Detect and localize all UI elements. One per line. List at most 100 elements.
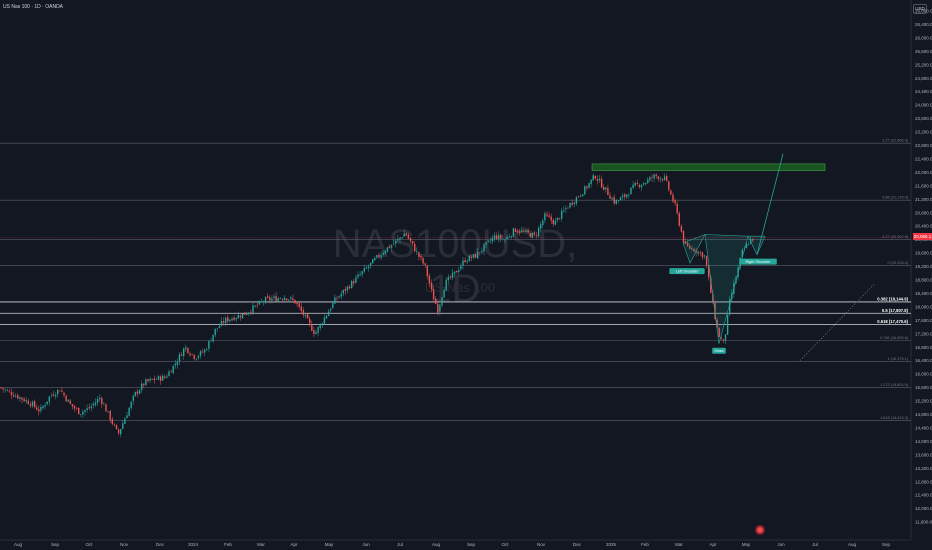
candle-body	[243, 312, 246, 315]
candle-body	[115, 424, 118, 430]
candle-body	[231, 318, 233, 321]
head-pattern	[704, 234, 749, 344]
candle-body	[250, 312, 252, 313]
candle-body	[464, 260, 466, 263]
candle-body	[672, 194, 674, 202]
fib-level-label: 0.27 (20,007.9)	[882, 235, 908, 239]
candle-body	[594, 175, 596, 179]
candle-body	[668, 181, 670, 190]
candle-body	[588, 183, 590, 188]
candle-body	[75, 408, 78, 409]
candle-body	[340, 293, 342, 297]
candle-body	[445, 279, 447, 291]
candle-body	[222, 321, 225, 323]
y-tick-label: 15,600.0	[915, 385, 932, 390]
candle-body	[575, 197, 578, 204]
candle-body	[363, 267, 365, 272]
candle-body	[514, 228, 517, 232]
candle-body	[678, 213, 680, 226]
candle-body	[275, 295, 277, 301]
candle-body	[264, 297, 267, 303]
candle-body	[262, 301, 265, 303]
last-price-tag: 20,066.1	[913, 233, 932, 240]
candle-body	[693, 249, 695, 252]
candle-body	[477, 251, 479, 259]
candle-body	[164, 376, 166, 378]
candle-body	[651, 177, 653, 179]
y-tick-label: 14,000.0	[915, 439, 932, 444]
x-tick-label: Oct	[85, 542, 93, 547]
candle-body	[233, 317, 235, 321]
candle-body	[502, 238, 504, 240]
symbol-title: US Nas 100 · 1D · OANDA	[3, 4, 64, 10]
candle-body	[752, 238, 754, 241]
candle-body	[456, 270, 458, 273]
x-tick-label: Dec	[573, 542, 582, 547]
candle-body	[519, 231, 521, 233]
candle-body	[552, 219, 554, 225]
candle-body	[128, 407, 130, 416]
candle-body	[92, 403, 95, 406]
y-tick-label: 20,400.0	[915, 224, 932, 229]
candle-body	[384, 251, 386, 254]
x-tick-label: Aug	[432, 542, 441, 547]
candle-body	[17, 394, 19, 399]
candle-body	[621, 195, 624, 198]
flag-icon-core	[757, 527, 763, 533]
candle-body	[54, 395, 57, 397]
candle-body	[313, 330, 315, 335]
candle-body	[598, 178, 601, 181]
candle-body	[180, 354, 183, 356]
candle-body	[317, 327, 319, 333]
candle-body	[61, 390, 63, 392]
candle-body	[309, 318, 311, 324]
candle-body	[292, 298, 294, 300]
candle-body	[143, 383, 145, 386]
candle-body	[90, 406, 92, 408]
x-tick-label: Mar	[675, 542, 683, 547]
candle-body	[42, 406, 44, 409]
candle-body	[647, 179, 649, 183]
candle-body	[632, 184, 634, 188]
candle-body	[458, 270, 460, 272]
candle-body	[21, 397, 23, 400]
candle-body	[153, 378, 155, 381]
candle-body	[311, 323, 313, 331]
candle-body	[676, 203, 678, 214]
candle-body	[701, 252, 704, 258]
candle-body	[338, 296, 340, 298]
candle-body	[390, 245, 393, 248]
candle-body	[544, 213, 546, 221]
candle-body	[73, 405, 76, 409]
candle-body	[254, 305, 256, 307]
candle-body	[29, 404, 32, 406]
candle-body	[145, 379, 147, 386]
fib-level-label: 0.5 (17,807.8)	[882, 308, 909, 313]
y-tick-label: 21,200.0	[915, 197, 932, 202]
x-tick-label: Nov	[120, 542, 129, 547]
y-tick-label: 11,600.0	[915, 520, 932, 525]
candle-body	[239, 315, 242, 318]
y-tick-label: 16,800.0	[915, 345, 932, 350]
candle-body	[283, 297, 286, 301]
candle-body	[369, 262, 372, 266]
candle-body	[498, 234, 500, 240]
fib-level-label: 1.27 (22,865.3)	[882, 139, 908, 143]
candle-body	[479, 252, 481, 253]
candle-body	[584, 186, 586, 195]
y-tick-label: 18,800.0	[915, 278, 932, 283]
candle-body	[663, 176, 666, 180]
candle-body	[199, 351, 202, 356]
candle-body	[57, 389, 59, 395]
candle-body	[653, 174, 655, 179]
candle-body	[657, 176, 659, 180]
currency-button[interactable]: USD	[913, 4, 927, 14]
candle-body	[525, 230, 527, 232]
candle-body	[636, 183, 638, 185]
candle-body	[447, 277, 449, 280]
candle-body	[229, 319, 231, 322]
candle-body	[414, 244, 416, 252]
candle-body	[401, 237, 403, 239]
x-tick-label: Jun	[777, 542, 785, 547]
